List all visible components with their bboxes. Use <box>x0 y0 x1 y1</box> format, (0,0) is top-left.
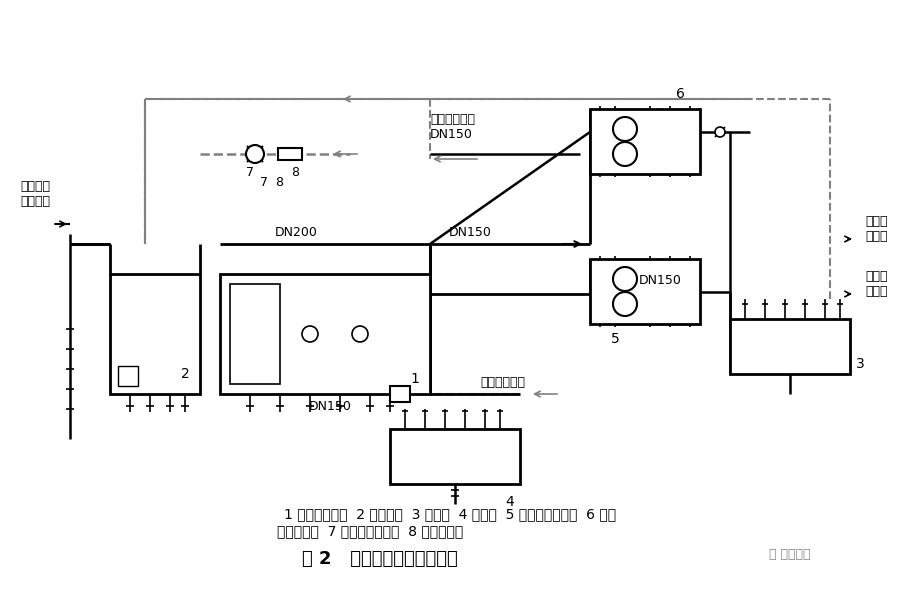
Circle shape <box>352 326 368 342</box>
Text: 接软化水
补水系统: 接软化水 补水系统 <box>20 180 50 208</box>
Bar <box>110 274 200 394</box>
Text: DN150: DN150 <box>448 226 492 239</box>
Circle shape <box>613 117 637 141</box>
Circle shape <box>613 292 637 316</box>
Circle shape <box>246 145 264 163</box>
Text: 2: 2 <box>180 367 189 381</box>
Bar <box>390 386 410 402</box>
Text: 供暖循环泵  7 专用阻力调节阀  8 自动启闭阀: 供暖循环泵 7 专用阻力调节阀 8 自动启闭阀 <box>277 524 463 538</box>
Text: DN150: DN150 <box>430 127 473 141</box>
Bar <box>220 274 430 394</box>
Text: DN150: DN150 <box>308 399 352 412</box>
Bar <box>730 319 850 374</box>
Text: 6: 6 <box>676 87 685 101</box>
Text: 高区供
暖供水: 高区供 暖供水 <box>865 215 888 243</box>
Bar <box>118 366 138 386</box>
Text: 7  8: 7 8 <box>260 176 284 188</box>
Text: 4: 4 <box>506 495 514 509</box>
Bar <box>590 259 700 324</box>
Text: DN150: DN150 <box>639 273 681 286</box>
Text: 3: 3 <box>856 357 864 371</box>
Circle shape <box>715 127 725 137</box>
Text: 5: 5 <box>611 332 620 346</box>
Bar <box>230 284 280 384</box>
Text: 低区供暖回水: 低区供暖回水 <box>480 376 525 389</box>
Text: 7: 7 <box>246 166 254 178</box>
Bar <box>390 429 520 484</box>
Text: 图 2   整改后锅炉房热力系统: 图 2 整改后锅炉房热力系统 <box>302 550 458 568</box>
Text: 1: 1 <box>410 372 419 386</box>
Text: 🏠 暖通家族: 🏠 暖通家族 <box>769 548 811 561</box>
Bar <box>590 109 700 174</box>
Bar <box>278 148 302 160</box>
Text: DN200: DN200 <box>275 226 318 239</box>
Circle shape <box>613 142 637 166</box>
Text: 低区供
暖供水: 低区供 暖供水 <box>865 270 888 298</box>
Text: 1 常压热水锅炉  2 锅炉水箱  3 分水器  4 集水器  5 低区供暖循环泵  6 高区: 1 常压热水锅炉 2 锅炉水箱 3 分水器 4 集水器 5 低区供暖循环泵 6 … <box>284 507 616 521</box>
Text: 高区供暖回水: 高区供暖回水 <box>430 112 475 125</box>
Text: 8: 8 <box>291 166 299 178</box>
Circle shape <box>613 267 637 291</box>
Circle shape <box>302 326 318 342</box>
